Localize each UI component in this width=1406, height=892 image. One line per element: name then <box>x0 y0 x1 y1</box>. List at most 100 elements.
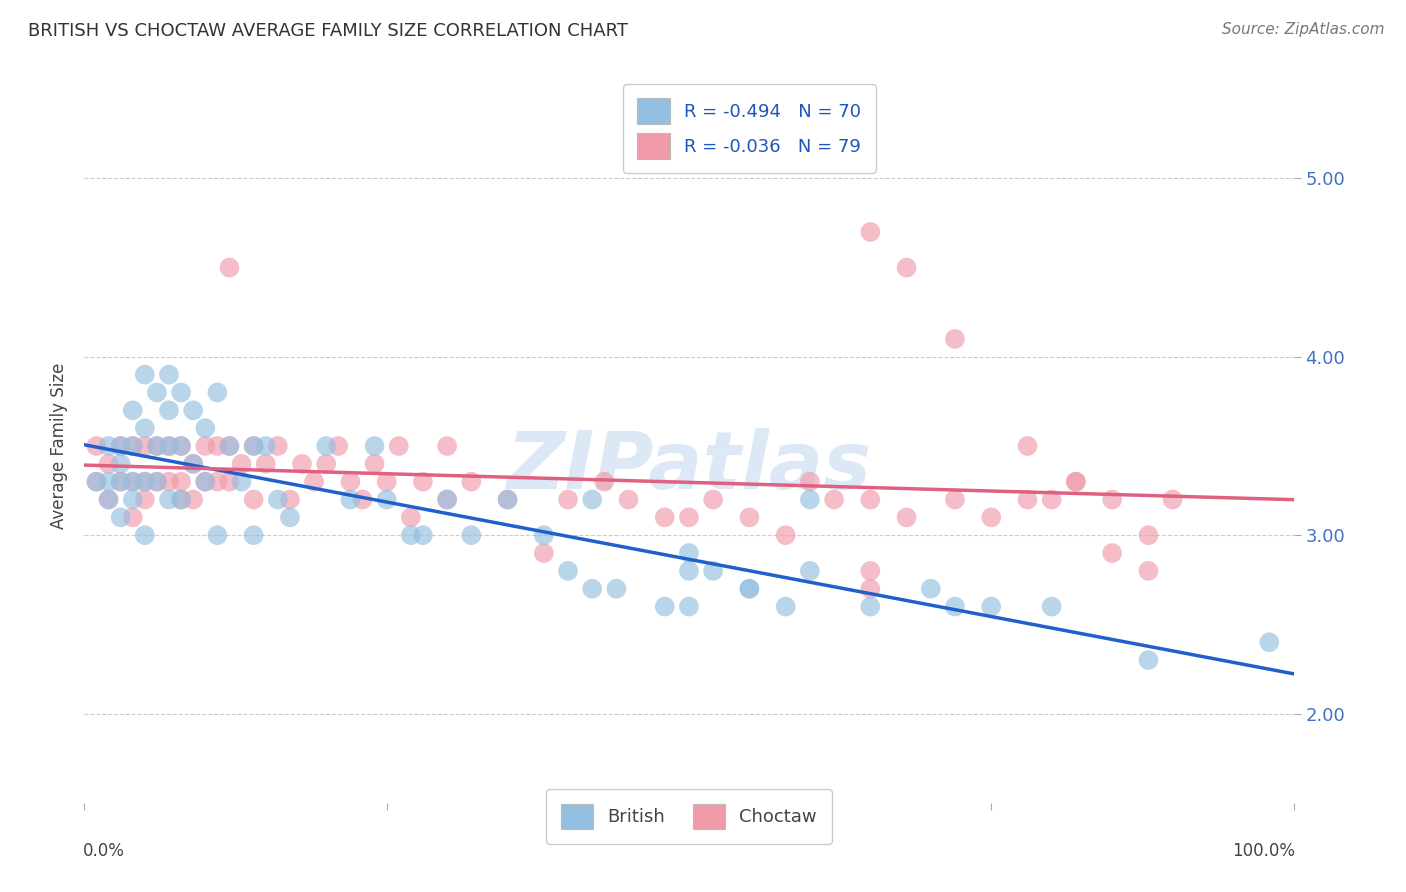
Point <box>170 492 193 507</box>
Point <box>339 475 361 489</box>
Point <box>218 260 240 275</box>
Point <box>157 439 180 453</box>
Point <box>1040 492 1063 507</box>
Point <box>1017 439 1039 453</box>
Point <box>1101 546 1123 560</box>
Point <box>859 582 882 596</box>
Point <box>799 492 821 507</box>
Point <box>157 475 180 489</box>
Point <box>315 439 337 453</box>
Point <box>218 439 240 453</box>
Point <box>86 439 108 453</box>
Point <box>254 457 277 471</box>
Point <box>496 492 519 507</box>
Point <box>207 528 229 542</box>
Point <box>110 475 132 489</box>
Point <box>121 439 143 453</box>
Point <box>678 546 700 560</box>
Point <box>121 475 143 489</box>
Point <box>738 582 761 596</box>
Point <box>859 492 882 507</box>
Point <box>291 457 314 471</box>
Text: 0.0%: 0.0% <box>83 842 125 860</box>
Point <box>943 332 966 346</box>
Point <box>363 457 385 471</box>
Point <box>436 439 458 453</box>
Point <box>170 439 193 453</box>
Point <box>859 599 882 614</box>
Point <box>194 475 217 489</box>
Point <box>460 475 482 489</box>
Point <box>146 475 169 489</box>
Point <box>1137 564 1160 578</box>
Y-axis label: Average Family Size: Average Family Size <box>51 363 69 529</box>
Point <box>581 492 603 507</box>
Point <box>121 439 143 453</box>
Point <box>134 439 156 453</box>
Point <box>412 475 434 489</box>
Point <box>1161 492 1184 507</box>
Point <box>823 492 845 507</box>
Point <box>121 510 143 524</box>
Point <box>207 439 229 453</box>
Point <box>181 403 204 417</box>
Point <box>278 492 301 507</box>
Point <box>157 403 180 417</box>
Point <box>702 564 724 578</box>
Point <box>375 492 398 507</box>
Point <box>194 421 217 435</box>
Point <box>460 528 482 542</box>
Text: Source: ZipAtlas.com: Source: ZipAtlas.com <box>1222 22 1385 37</box>
Text: ZIPatlas: ZIPatlas <box>506 428 872 507</box>
Point <box>980 510 1002 524</box>
Point <box>267 492 290 507</box>
Point <box>146 385 169 400</box>
Point <box>1040 599 1063 614</box>
Point <box>496 492 519 507</box>
Point <box>86 475 108 489</box>
Point <box>134 421 156 435</box>
Point <box>97 492 120 507</box>
Text: 100.0%: 100.0% <box>1232 842 1295 860</box>
Point <box>170 439 193 453</box>
Point <box>207 385 229 400</box>
Point <box>157 368 180 382</box>
Point <box>1017 492 1039 507</box>
Point <box>254 439 277 453</box>
Point <box>799 475 821 489</box>
Point <box>170 475 193 489</box>
Point <box>593 475 616 489</box>
Point <box>181 492 204 507</box>
Point <box>702 492 724 507</box>
Point <box>859 564 882 578</box>
Point <box>134 475 156 489</box>
Point <box>302 475 325 489</box>
Point <box>110 439 132 453</box>
Point <box>110 457 132 471</box>
Point <box>242 528 264 542</box>
Point <box>110 510 132 524</box>
Point <box>399 528 422 542</box>
Point <box>738 510 761 524</box>
Point <box>194 439 217 453</box>
Point <box>775 599 797 614</box>
Point <box>1137 528 1160 542</box>
Point <box>1064 475 1087 489</box>
Point <box>1101 492 1123 507</box>
Point <box>557 492 579 507</box>
Point <box>1064 475 1087 489</box>
Point <box>110 475 132 489</box>
Point <box>267 439 290 453</box>
Point <box>363 439 385 453</box>
Point <box>121 403 143 417</box>
Point <box>157 492 180 507</box>
Point <box>170 385 193 400</box>
Point <box>146 439 169 453</box>
Point <box>557 564 579 578</box>
Point <box>146 475 169 489</box>
Point <box>896 260 918 275</box>
Point <box>412 528 434 542</box>
Point <box>896 510 918 524</box>
Point <box>678 599 700 614</box>
Point <box>654 510 676 524</box>
